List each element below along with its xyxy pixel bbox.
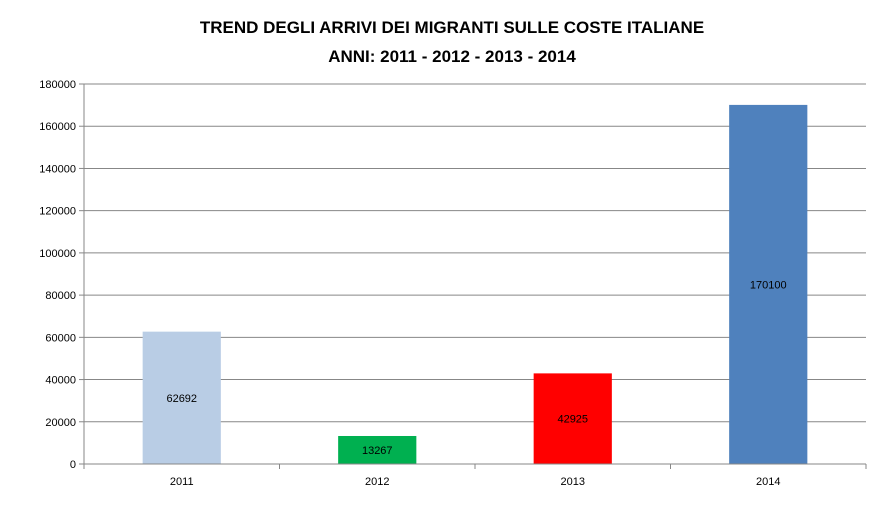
y-tick-label: 160000 <box>39 121 76 133</box>
bar-2013 <box>533 373 612 464</box>
x-tick-label: 2013 <box>561 476 585 488</box>
y-tick-label: 140000 <box>39 163 76 175</box>
data-label-2012: 13267 <box>362 445 393 457</box>
x-tick-label: 2011 <box>170 476 194 488</box>
data-label-2011: 62692 <box>166 393 197 405</box>
x-tick-label: 2014 <box>756 476 780 488</box>
y-tick-label: 60000 <box>45 332 76 344</box>
data-label-2014: 170100 <box>750 279 787 291</box>
y-tick-label: 40000 <box>45 375 76 387</box>
data-label-2013: 42925 <box>557 414 588 426</box>
y-tick-label: 120000 <box>39 206 76 218</box>
bar-2014 <box>729 104 808 465</box>
y-tick-label: 0 <box>70 459 76 471</box>
y-tick-label: 100000 <box>39 248 76 260</box>
bars: 62692 13267 42925 170100 <box>142 104 808 465</box>
y-tick-label: 80000 <box>45 290 76 302</box>
bar-2012 <box>338 435 417 464</box>
x-axis-ticks: 2011 2012 2013 2014 <box>83 464 867 488</box>
y-tick-label: 20000 <box>45 417 76 429</box>
y-tick-label: 180000 <box>39 79 76 91</box>
chart-title-line-2: ANNI: 2011 - 2012 - 2013 - 2014 <box>328 47 576 66</box>
bar-2011 <box>142 331 221 464</box>
chart-title-line-1: TREND DEGLI ARRIVI DEI MIGRANTI SULLE CO… <box>200 18 704 37</box>
y-axis-ticks: 0 20000 40000 60000 80000 100000 120000 140000 1… <box>39 79 84 471</box>
x-tick-label: 2012 <box>365 476 389 488</box>
